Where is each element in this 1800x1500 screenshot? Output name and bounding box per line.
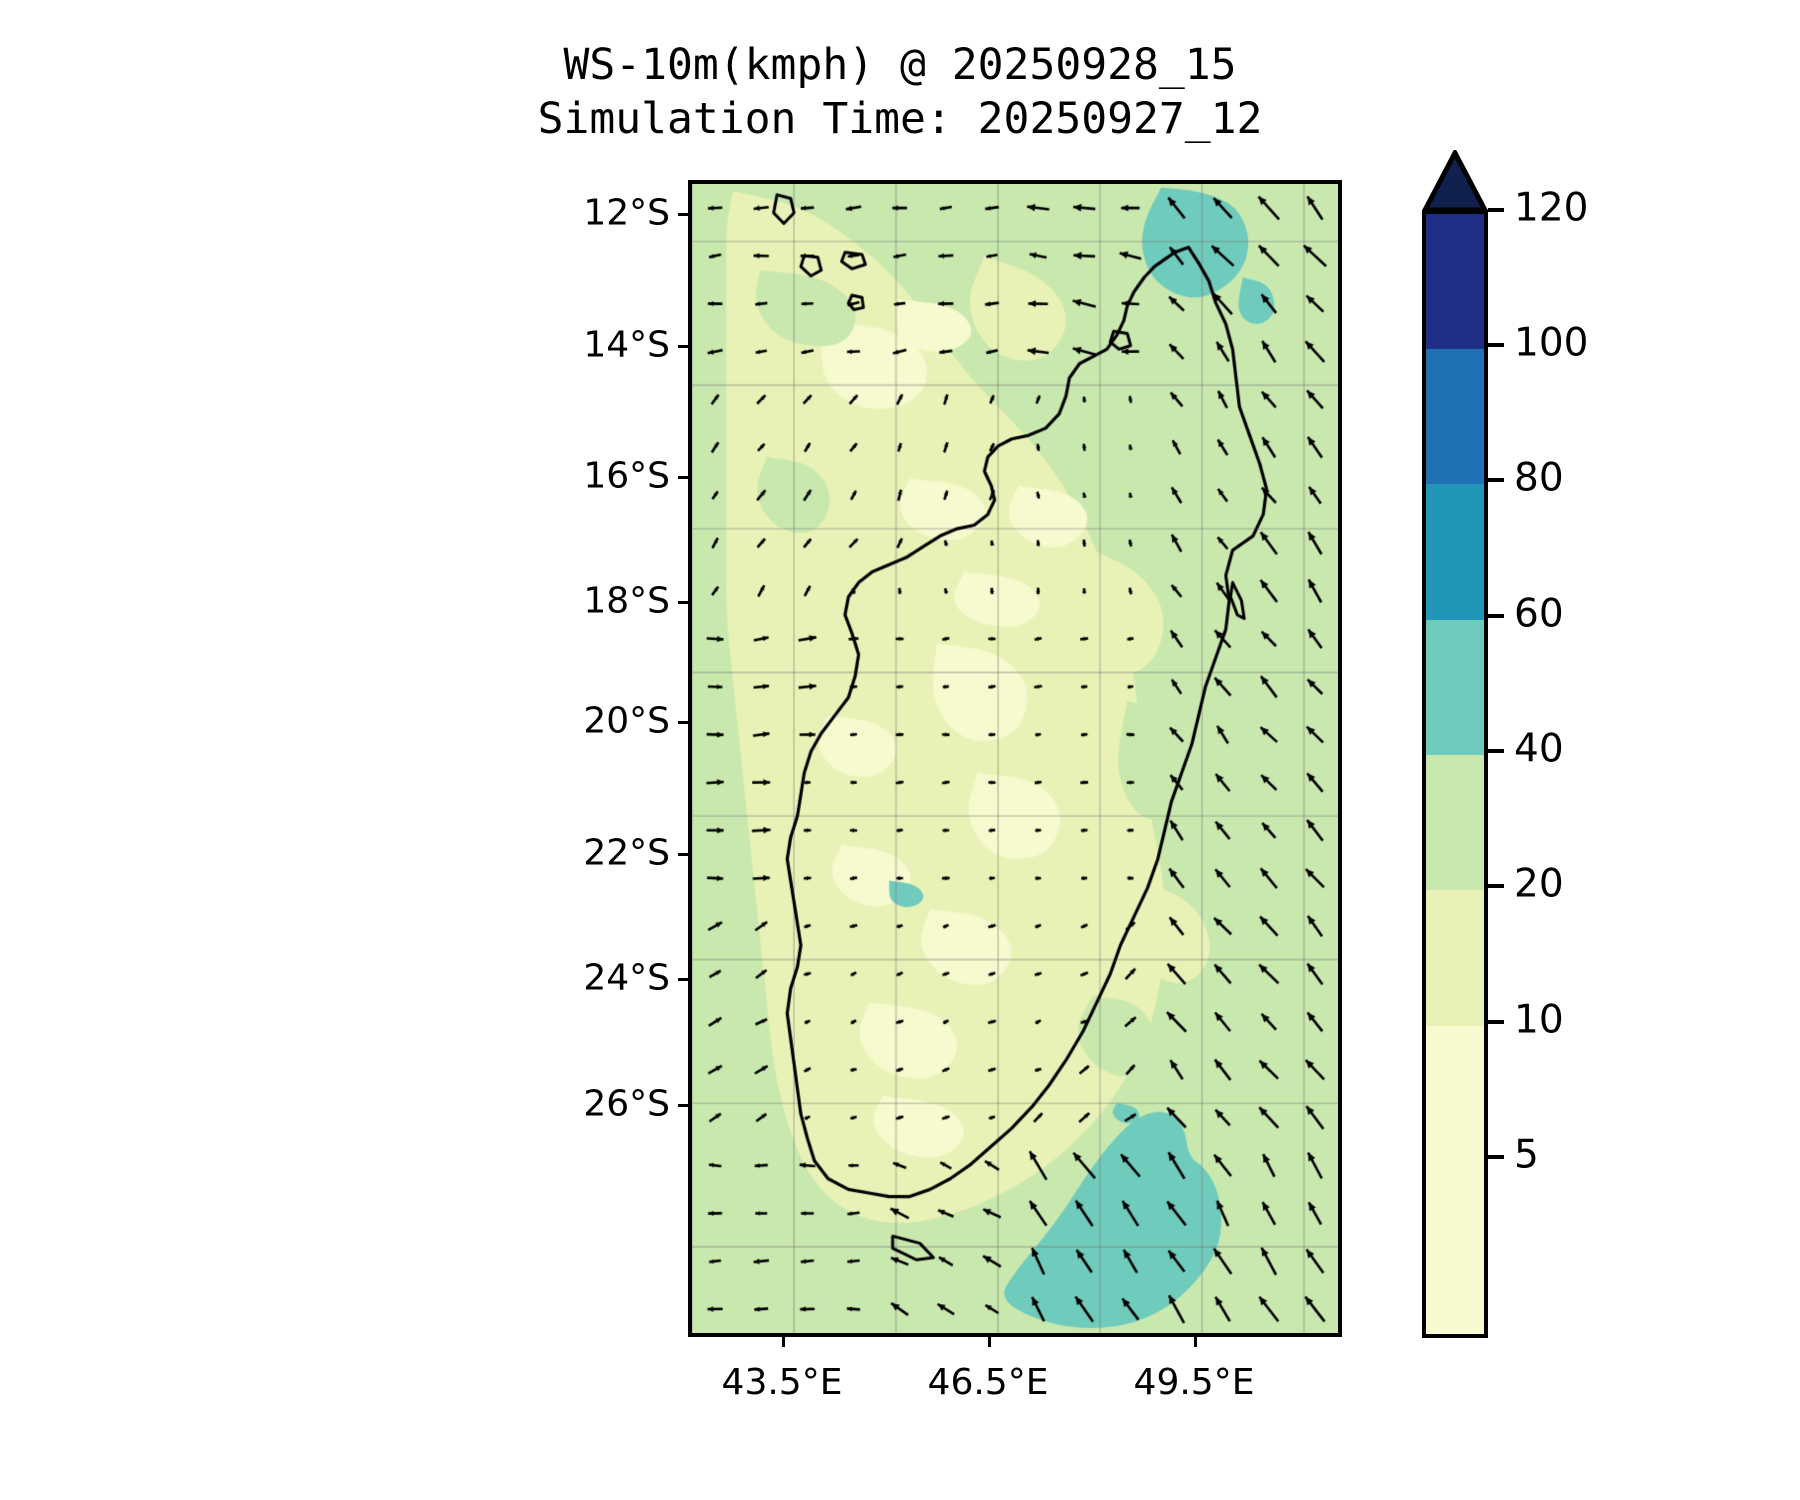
colorbar-label-120: 120 xyxy=(1514,185,1589,231)
colorbar-label-10: 10 xyxy=(1514,997,1564,1043)
ytick-label-22S: 22°S xyxy=(583,832,670,874)
colorbar-tick xyxy=(1488,478,1504,482)
colorbar-label-20: 20 xyxy=(1514,861,1564,907)
chart-title-block: WS-10m(kmph) @ 20250928_15 Simulation Ti… xyxy=(0,38,1800,146)
chart-title-line-2: Simulation Time: 20250927_12 xyxy=(537,94,1263,144)
ytick-mark xyxy=(678,476,688,479)
colorbar-segment xyxy=(1426,755,1484,890)
colorbar-label-80: 80 xyxy=(1514,455,1564,501)
ytick-label-20S: 20°S xyxy=(583,700,670,742)
colorbar-label-5: 5 xyxy=(1514,1132,1539,1178)
ytick-label-14S: 14°S xyxy=(583,324,670,366)
ytick-label-24S: 24°S xyxy=(583,957,670,999)
xtick-mark xyxy=(1194,1337,1197,1347)
ytick-mark xyxy=(678,978,688,981)
colorbar xyxy=(1422,150,1488,1340)
colorbar-tick xyxy=(1488,208,1504,212)
ytick-label-18S: 18°S xyxy=(583,580,670,622)
xtick-mark xyxy=(782,1337,785,1347)
map-axes xyxy=(688,180,1342,1337)
wind-speed-contour-map xyxy=(692,184,1338,1333)
colorbar-tick xyxy=(1488,1020,1504,1024)
colorbar-extend-arrow-icon xyxy=(1422,150,1488,212)
colorbar-label-60: 60 xyxy=(1514,591,1564,637)
colorbar-tick xyxy=(1488,749,1504,753)
colorbar-label-40: 40 xyxy=(1514,726,1564,772)
colorbar-tick xyxy=(1488,343,1504,347)
colorbar-segment xyxy=(1426,620,1484,755)
ytick-label-12S: 12°S xyxy=(583,192,670,234)
ytick-label-26S: 26°S xyxy=(583,1083,670,1125)
xtick-label-43-5E: 43.5°E xyxy=(721,1362,843,1403)
xtick-label-46-5E: 46.5°E xyxy=(927,1362,1049,1403)
colorbar-segment xyxy=(1426,890,1484,1026)
ytick-mark xyxy=(678,601,688,604)
ytick-label-16S: 16°S xyxy=(583,455,670,497)
ytick-mark xyxy=(678,721,688,724)
colorbar-tick xyxy=(1488,614,1504,618)
chart-title-line-1: WS-10m(kmph) @ 20250928_15 xyxy=(563,40,1237,90)
xtick-mark xyxy=(988,1337,991,1347)
colorbar-gradient xyxy=(1422,210,1488,1338)
ytick-mark xyxy=(678,345,688,348)
ytick-mark xyxy=(678,213,688,216)
colorbar-segment xyxy=(1426,1026,1484,1334)
colorbar-tick xyxy=(1488,1155,1504,1159)
ytick-mark xyxy=(678,1104,688,1107)
colorbar-label-100: 100 xyxy=(1514,320,1589,366)
colorbar-segment xyxy=(1426,214,1484,349)
xtick-label-49-5E: 49.5°E xyxy=(1133,1362,1255,1403)
colorbar-segment xyxy=(1426,349,1484,484)
colorbar-segment xyxy=(1426,484,1484,620)
ytick-mark xyxy=(678,853,688,856)
colorbar-tick xyxy=(1488,884,1504,888)
